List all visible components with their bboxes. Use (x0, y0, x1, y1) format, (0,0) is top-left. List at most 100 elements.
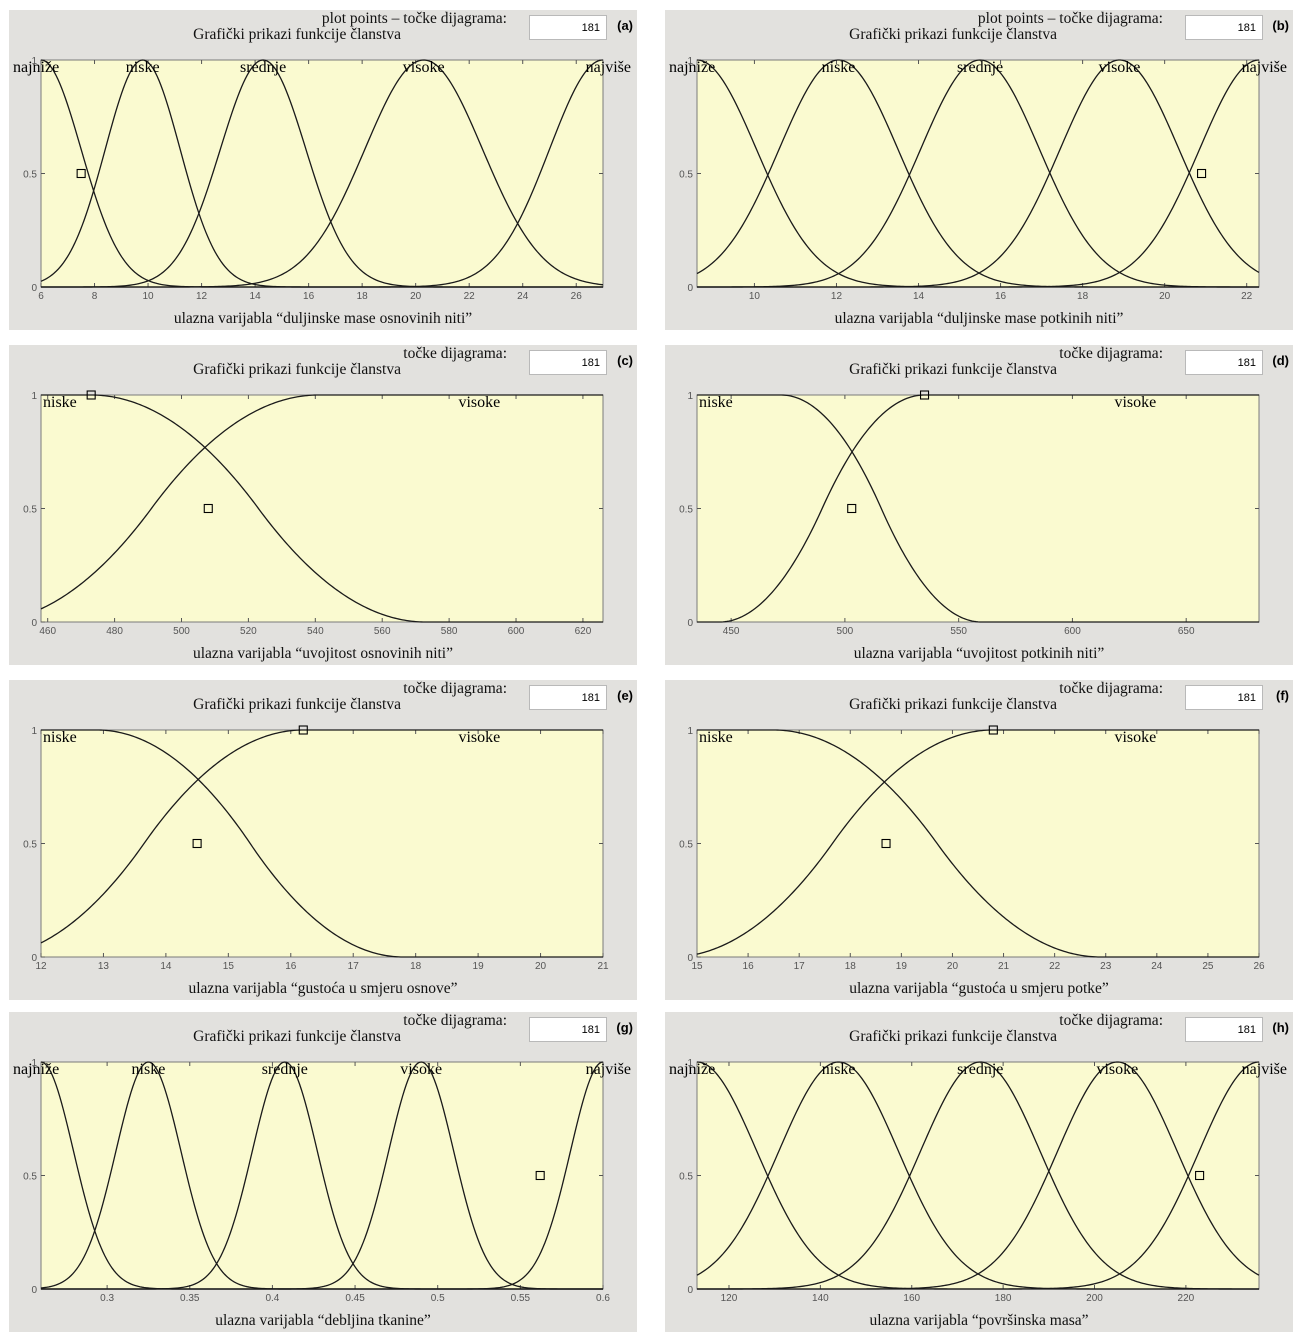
chart-title: Grafički prikazi funkcije članstva (193, 1028, 401, 1045)
membership-curve-2 (40, 394, 603, 610)
x-axis-label: ulazna varijabla “uvojitost osnovinih ni… (193, 645, 453, 662)
x-tick-label: 24 (1151, 961, 1163, 972)
x-tick-label: 10 (749, 291, 761, 302)
plot-area (696, 1061, 1260, 1290)
series-label: niske (699, 394, 733, 411)
chart-title: Grafički prikazi funkcije članstva (849, 26, 1057, 43)
x-tick-label: 12 (35, 961, 47, 972)
chart-panel-b: plot points – točke dijagrama: Grafički … (665, 10, 1293, 330)
series-label: niske (699, 729, 733, 746)
x-tick-label: 20 (1159, 291, 1171, 302)
y-tick-label: 0 (687, 953, 693, 964)
x-tick-label: 160 (903, 1293, 920, 1304)
series-label: visoke (1099, 59, 1141, 76)
chart-title: Grafički prikazi funkcije članstva (849, 361, 1057, 378)
plot-points-label: plot points – točke dijagrama: (321, 10, 507, 27)
membership-curve-5 (41, 59, 604, 288)
membership-curve-3 (697, 59, 1259, 288)
x-tick-label: 21 (998, 961, 1010, 972)
series-label: niske (132, 1061, 166, 1078)
plot-points-input[interactable]: 181 (1185, 350, 1263, 375)
y-tick-label: 0.5 (23, 1172, 37, 1183)
plot-points-input[interactable]: 181 (529, 685, 607, 710)
series-label: niske (126, 59, 160, 76)
series-label: visoke (458, 729, 500, 746)
plot-points-input[interactable]: 181 (529, 1017, 607, 1042)
chart-title: Grafički prikazi funkcije članstva (193, 696, 401, 713)
plot-area (696, 729, 1260, 958)
point-marker (192, 838, 202, 849)
chart-panel-a: plot points – točke dijagrama: Grafički … (9, 10, 637, 330)
chart-title: Grafički prikazi funkcije članstva (849, 696, 1057, 713)
x-tick-label: 16 (303, 291, 315, 302)
x-tick-label: 16 (743, 961, 755, 972)
membership-curve-5 (697, 1061, 1260, 1290)
plot-points-input[interactable]: 181 (529, 15, 607, 40)
point-marker (919, 390, 930, 400)
x-tick-label: 480 (106, 626, 123, 637)
plot-area (40, 729, 604, 958)
y-tick-label: 1 (31, 1058, 37, 1069)
x-tick-label: 0.5 (431, 1293, 445, 1304)
point-marker (1197, 168, 1207, 179)
y-tick-label: 1 (31, 56, 37, 67)
series-label: niske (43, 729, 77, 746)
x-tick-label: 140 (812, 1293, 829, 1304)
y-tick-label: 1 (687, 391, 693, 402)
chart-panel-f: točke dijagrama: Grafički prikazi funkci… (665, 680, 1293, 1000)
membership-curve-2 (697, 394, 1259, 623)
y-tick-label: 0.5 (23, 840, 37, 851)
point-marker (988, 725, 998, 735)
plot-area (696, 59, 1260, 288)
plot-points-input[interactable]: 181 (1185, 1017, 1263, 1042)
point-marker (86, 390, 96, 400)
series-label: najviše (1242, 1061, 1287, 1078)
series-label: visoke (458, 394, 500, 411)
plot-points-input[interactable]: 181 (1185, 685, 1263, 710)
x-tick-label: 18 (410, 961, 422, 972)
series-label: najviše (586, 59, 631, 76)
series-label: najniže (13, 1061, 59, 1078)
y-tick-label: 1 (31, 391, 37, 402)
x-tick-label: 12 (831, 291, 843, 302)
series-label: visoke (1114, 394, 1156, 411)
membership-curve-5 (41, 1061, 604, 1290)
x-tick-label: 580 (441, 626, 458, 637)
plot-points-input[interactable]: 181 (529, 350, 607, 375)
series-label: najviše (586, 1061, 631, 1078)
x-tick-label: 180 (995, 1293, 1012, 1304)
series-label: visoke (1096, 1061, 1138, 1078)
membership-curve-1 (697, 729, 1259, 958)
x-axis-label: ulazna varijabla “površinska masa” (869, 1312, 1089, 1329)
panel-id: (e) (617, 688, 633, 703)
x-tick-label: 500 (173, 626, 190, 637)
x-tick-label: 460 (39, 626, 56, 637)
panel-id: (g) (616, 1020, 633, 1035)
membership-curve-2 (696, 729, 1259, 955)
point-marker (298, 725, 308, 735)
x-tick-label: 18 (357, 291, 369, 302)
x-axis-label: ulazna varijabla “uvojitost potkinih nit… (853, 645, 1105, 662)
x-tick-label: 0.35 (180, 1293, 200, 1304)
y-tick-label: 1 (687, 1058, 693, 1069)
y-tick-label: 0.5 (679, 505, 693, 516)
x-tick-label: 23 (1100, 961, 1112, 972)
series-label: srednje (262, 1061, 308, 1078)
x-tick-label: 25 (1202, 961, 1214, 972)
plot-points-input[interactable]: 181 (1185, 15, 1263, 40)
x-tick-label: 0.55 (511, 1293, 531, 1304)
series-label: najniže (669, 59, 715, 76)
y-tick-label: 0 (687, 1285, 693, 1296)
x-tick-label: 520 (240, 626, 257, 637)
chart-panel-c: točke dijagrama: Grafički prikazi funkci… (9, 345, 637, 665)
series-label: niske (822, 1061, 856, 1078)
point-marker (881, 838, 891, 849)
y-tick-label: 0.5 (23, 505, 37, 516)
plot-points-label: točke dijagrama: (403, 680, 507, 697)
y-tick-label: 0 (31, 618, 37, 629)
chart-title: Grafički prikazi funkcije članstva (849, 1028, 1057, 1045)
series-label: najniže (669, 1061, 715, 1078)
x-tick-label: 220 (1178, 1293, 1195, 1304)
x-tick-label: 26 (1253, 961, 1265, 972)
